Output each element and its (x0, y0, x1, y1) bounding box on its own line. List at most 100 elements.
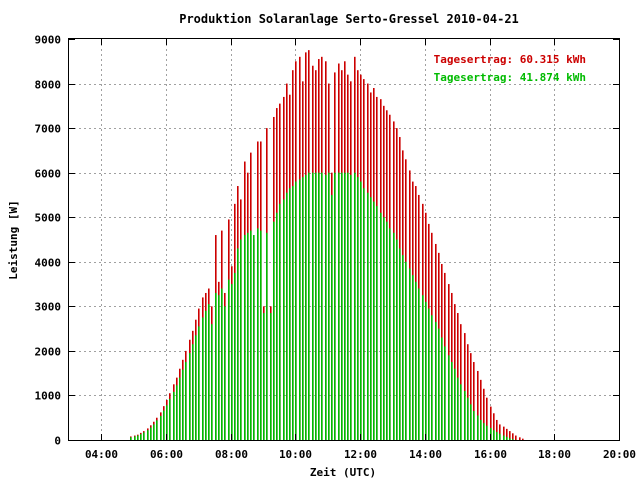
green-bar (418, 288, 420, 440)
plot-frame (68, 38, 620, 441)
green-bar (334, 172, 336, 440)
red-bar (493, 413, 495, 440)
x-tick-label: 06:00 (150, 448, 183, 461)
green-bar (140, 434, 142, 440)
green-bar (477, 415, 479, 440)
green-bar (318, 172, 320, 440)
green-bar (166, 405, 168, 440)
green-bar (402, 255, 404, 440)
red-bar (515, 435, 517, 440)
green-bar (205, 310, 207, 440)
green-bar (137, 435, 139, 440)
green-bar (506, 436, 508, 440)
red-bar (496, 419, 498, 440)
green-bar (302, 177, 304, 440)
green-bar (480, 419, 482, 440)
green-bar (509, 438, 511, 440)
red-bar (503, 426, 505, 440)
green-bar (444, 346, 446, 440)
y-axis-ticks: 0 1000 2000 3000 4000 5000 6000 7000 8000 9000 (35, 34, 619, 448)
chart-title: Produktion Solaranlage Serto-Gressel 201… (179, 12, 519, 26)
y-axis-label: Leistung [W] (7, 200, 20, 279)
green-bar (483, 423, 485, 440)
x-tick-label: 10:00 (279, 448, 312, 461)
green-bar (234, 272, 236, 440)
x-tick-label: 20:00 (603, 448, 636, 461)
red-bar (473, 362, 475, 440)
green-bar (441, 337, 443, 440)
green-bar (240, 239, 242, 440)
green-bar (195, 335, 197, 440)
green-bar (347, 172, 349, 440)
red-bar (464, 333, 466, 440)
green-bar (260, 230, 262, 440)
green-bar (173, 391, 175, 440)
green-bar (247, 232, 249, 440)
green-bar (470, 404, 472, 440)
y-tick-label: 2000 (35, 346, 62, 359)
red-bar (457, 313, 459, 440)
green-bar (464, 390, 466, 440)
green-bar (130, 437, 132, 440)
green-bar (338, 172, 340, 440)
green-bar (512, 439, 514, 440)
green-bar (399, 248, 401, 440)
red-bar (470, 353, 472, 440)
green-bar (415, 281, 417, 440)
green-bar (153, 424, 155, 440)
green-bar (428, 308, 430, 440)
green-bar (393, 232, 395, 440)
y-tick-label: 3000 (35, 301, 62, 314)
green-bar (312, 172, 314, 440)
green-bar (182, 369, 184, 440)
green-bar (360, 181, 362, 441)
red-bar (522, 438, 524, 440)
green-bar (363, 188, 365, 440)
green-bar (493, 430, 495, 440)
green-bar (367, 192, 369, 440)
red-bar (506, 428, 508, 440)
y-tick-label: 5000 (35, 212, 62, 225)
green-bar (496, 431, 498, 440)
x-tick-label: 16:00 (474, 448, 507, 461)
green-bar (376, 206, 378, 440)
x-tick-label: 14:00 (409, 448, 442, 461)
green-bar (273, 221, 275, 440)
red-bar (512, 433, 514, 440)
green-bar (328, 172, 330, 440)
x-tick-label: 18:00 (538, 448, 571, 461)
green-bar (289, 188, 291, 440)
green-bar (331, 194, 333, 440)
green-bar (244, 235, 246, 440)
x-tick-label: 12:00 (344, 448, 377, 461)
red-bar (499, 424, 501, 440)
green-bar (457, 377, 459, 440)
green-bar (305, 174, 307, 440)
green-bar (299, 179, 301, 440)
red-bar (477, 370, 479, 440)
green-bar (405, 261, 407, 440)
green-bar (231, 284, 233, 440)
green-bar (486, 425, 488, 440)
red-bar (460, 324, 462, 440)
series-green-bars (130, 172, 514, 441)
green-bar (283, 199, 285, 440)
red-bar (519, 437, 521, 440)
red-bar (509, 431, 511, 440)
x-tick-label: 08:00 (215, 448, 248, 461)
green-bar (276, 212, 278, 440)
green-bar (389, 228, 391, 440)
green-bar (202, 317, 204, 440)
legend-entry-red: Tagesertrag: 60.315 kWh (434, 53, 586, 66)
red-bar (483, 388, 485, 440)
green-bar (192, 344, 194, 440)
red-bar (486, 397, 488, 440)
y-tick-label: 6000 (35, 168, 62, 181)
green-bar (286, 192, 288, 440)
green-bar (412, 275, 414, 440)
green-bar (431, 315, 433, 440)
green-bar (341, 172, 343, 440)
green-bar (503, 435, 505, 440)
green-bar (460, 384, 462, 440)
